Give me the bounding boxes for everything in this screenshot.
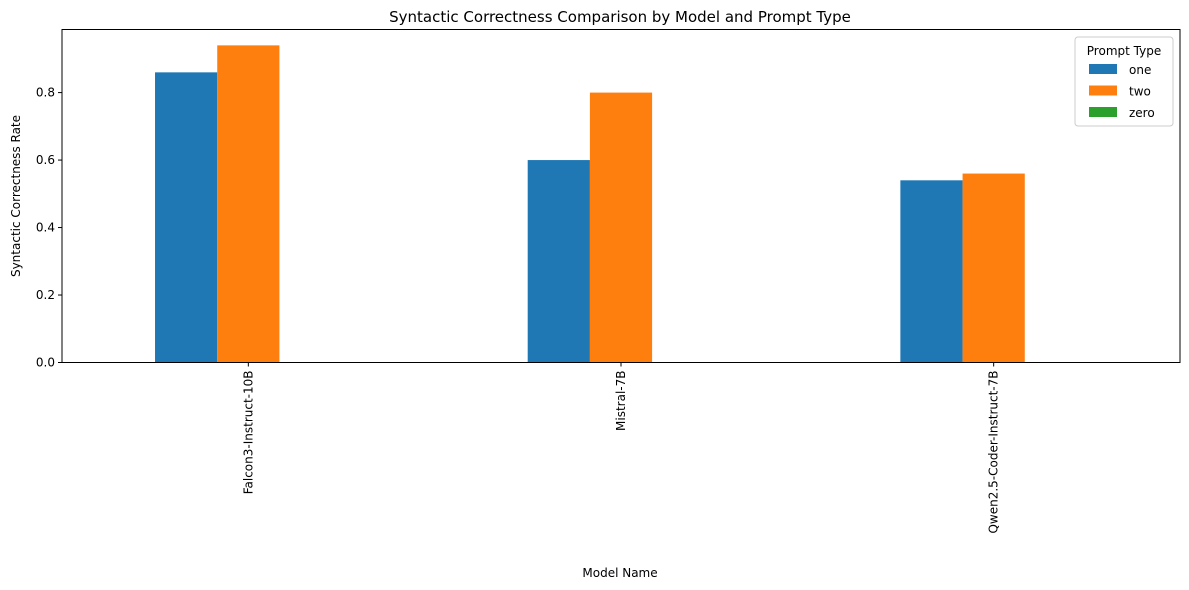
y-tick-label: 0.0 [36, 356, 55, 370]
bar-one-0 [155, 72, 218, 363]
bar-two-1 [589, 92, 653, 363]
y-tick-label: 0.2 [36, 288, 55, 302]
legend-items: one two zero [1089, 63, 1155, 120]
legend-swatch-one [1089, 64, 1117, 74]
y-tick-label: 0.6 [36, 153, 55, 167]
legend-title: Prompt Type [1087, 44, 1161, 58]
legend-frame [1074, 36, 1174, 127]
legend-label-zero: zero [1129, 106, 1155, 120]
bar-two-2 [962, 173, 1025, 363]
legend-label-one: one [1129, 63, 1151, 77]
y-axis-ticks: 0.0 0.2 0.4 0.6 0.8 [36, 86, 62, 370]
x-axis-ticks: Falcon3-Instruct-10B Mistral-7B Qwen2.5-Co… [241, 362, 1001, 534]
y-tick-label: 0.4 [36, 221, 55, 235]
plot-frame [61, 29, 1181, 363]
bar-one-1 [527, 160, 590, 363]
y-tick-label: 0.8 [36, 86, 55, 100]
legend: Prompt Type one two zero [1074, 36, 1174, 127]
chart-title: Syntactic Correctness Comparison by Mode… [389, 8, 851, 26]
x-tick-label: Mistral-7B [614, 371, 628, 431]
y-axis-label: Syntactic Correctness Rate [9, 115, 23, 277]
bars-group [155, 45, 1025, 363]
legend-swatch-two [1089, 85, 1117, 96]
bar-two-0 [217, 45, 280, 363]
x-tick-label: Falcon3-Instruct-10B [241, 371, 255, 495]
x-axis-label: Model Name [582, 566, 657, 580]
bar-one-2 [900, 180, 963, 363]
x-tick-label: Qwen2.5-Coder-Instruct-7B [987, 371, 1001, 534]
legend-swatch-zero [1089, 107, 1117, 117]
legend-label-two: two [1129, 85, 1151, 99]
